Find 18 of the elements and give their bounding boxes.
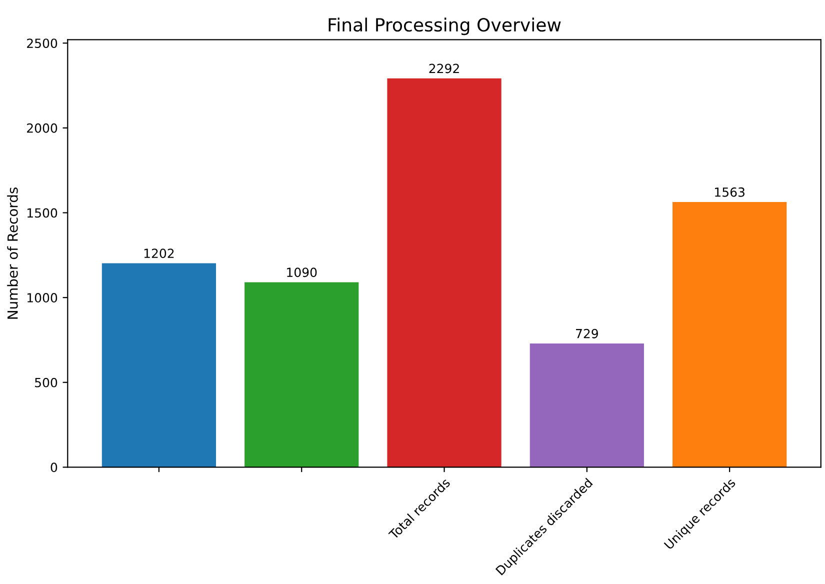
y-axis-title: Number of Records	[7, 188, 18, 319]
bar	[387, 78, 502, 468]
y-tick-label: 2500	[27, 38, 58, 48]
bar	[530, 344, 644, 468]
bar	[244, 282, 359, 468]
data-label: 1202	[144, 248, 174, 258]
y-tick-label: 0	[50, 462, 58, 472]
y-tick-label: 500	[35, 378, 58, 388]
bar	[672, 202, 787, 468]
y-tick-label: 1000	[27, 293, 58, 302]
data-label: 1563	[715, 187, 744, 197]
y-tick-label: 1500	[27, 208, 58, 218]
data-label: 2292	[429, 64, 459, 74]
bar	[102, 263, 216, 468]
data-label: 1090	[287, 268, 317, 278]
y-tick-label: 2000	[27, 123, 58, 133]
data-label: 729	[576, 328, 598, 338]
chart-title: Final Processing Overview	[328, 18, 561, 36]
